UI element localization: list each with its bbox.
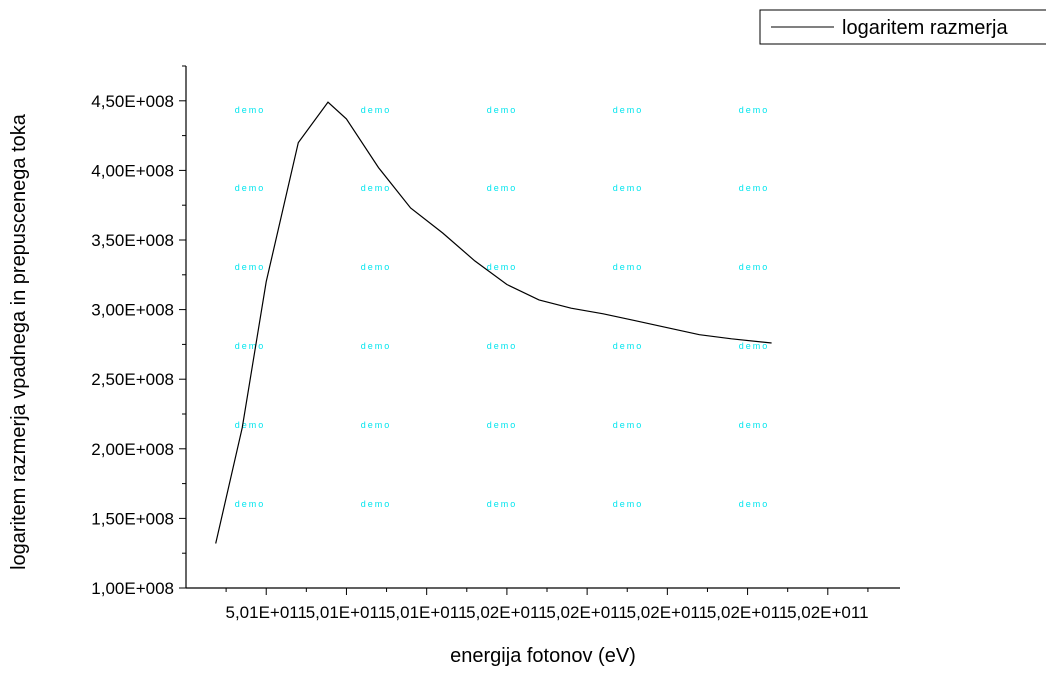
series-layer [215,101,772,544]
axes [185,66,900,589]
y-tick-label: 3,50E+008 [91,231,174,250]
watermark-text: demo [487,499,518,509]
y-tick-label: 3,00E+008 [91,301,174,320]
watermark-text: demo [487,105,518,115]
watermark-text: demo [235,341,266,351]
watermark-layer: demo demo demo demo demo demo demo demo demo demo… [235,105,770,509]
y-axis-title: logaritem razmerja vpadnega in prepuscen… [8,113,30,570]
watermark-text: demo [235,105,266,115]
x-axis-title: energija fotonov (eV) [450,645,636,667]
watermark-text: demo [487,183,518,193]
watermark-text: demo [361,105,392,115]
watermark-text: demo [235,183,266,193]
watermark-text: demo [361,183,392,193]
x-ticks: 5,01E+0115,01E+0115,01E+0115,02E+0115,02… [225,588,869,622]
watermark-text: demo [613,183,644,193]
watermark-text: demo [235,262,266,272]
watermark-text: demo [613,105,644,115]
watermark-text: demo [487,420,518,430]
x-tick-label: 5,02E+011 [627,603,708,622]
series-line [215,101,772,544]
watermark-text: demo [739,499,770,509]
watermark-text: demo [739,341,770,351]
watermark-text: demo [739,105,770,115]
watermark-text: demo [613,262,644,272]
y-tick-label: 1,50E+008 [91,509,174,528]
y-tick-label: 4,00E+008 [91,161,174,180]
watermark-text: demo [361,499,392,509]
watermark-text: demo [613,499,644,509]
x-tick-label: 5,02E+011 [707,603,788,622]
watermark-text: demo [361,341,392,351]
watermark-text: demo [235,499,266,509]
y-ticks: 1,00E+008 1,50E+008 2,00E+008 2,50E+008 3,00… [91,65,186,598]
watermark-text: demo [487,341,518,351]
x-tick-label: 5,01E+011 [386,603,467,622]
y-tick-label: 4,50E+008 [91,92,174,111]
legend-box [759,9,1046,45]
watermark-text: demo [739,262,770,272]
x-tick-label: 5,02E+011 [546,603,627,622]
watermark-text: demo [235,420,266,430]
watermark-text: demo [613,420,644,430]
x-tick-label: 5,01E+011 [225,603,306,622]
y-tick-label: 2,00E+008 [91,440,174,459]
watermark-text: demo [739,183,770,193]
x-tick-label: 5,02E+011 [787,603,868,622]
watermark-text: demo [361,420,392,430]
legend: logaritem razmerja [759,9,1046,45]
x-tick-label: 5,02E+011 [466,603,547,622]
watermark-text: demo [361,262,392,272]
y-tick-label: 2,50E+008 [91,370,174,389]
x-tick-label: 5,01E+011 [306,603,387,622]
y-tick-label: 1,00E+008 [91,579,174,598]
watermark-text: demo [613,341,644,351]
watermark-text: demo [487,262,518,272]
watermark-text: demo [739,420,770,430]
legend-label: logaritem razmerja [842,17,1008,39]
